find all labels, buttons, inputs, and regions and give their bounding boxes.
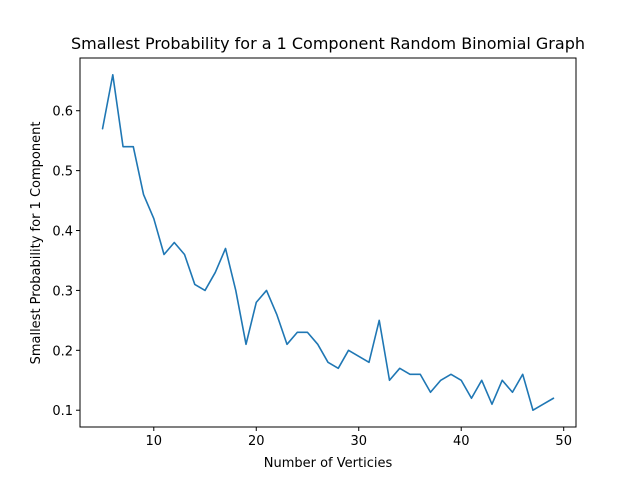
x-tick-label: 30 (350, 434, 367, 449)
y-axis-label: Smallest Probability for 1 Component (29, 122, 44, 365)
axes-frame (79, 57, 577, 428)
series-line (101, 73, 555, 412)
plot-area (101, 73, 555, 412)
chart-title: Smallest Probability for a 1 Component R… (71, 34, 585, 53)
x-tick-label: 20 (248, 434, 265, 449)
y-tick-label: 0.3 (52, 284, 73, 299)
y-tick-label: 0.5 (52, 165, 73, 180)
y-tick-label: 0.2 (52, 344, 73, 359)
x-tick-label: 10 (146, 434, 163, 449)
x-axis: 10 20 30 40 50 (146, 427, 572, 449)
x-axis-label: Number of Verticies (264, 456, 393, 471)
y-tick-label: 0.1 (52, 404, 73, 419)
x-tick-label: 50 (555, 434, 572, 449)
y-tick-label: 0.4 (52, 225, 73, 240)
y-tick-label: 0.6 (52, 105, 73, 120)
y-axis: 0.1 0.2 0.3 0.4 0.5 0.6 (52, 105, 80, 419)
x-tick-label: 40 (453, 434, 470, 449)
